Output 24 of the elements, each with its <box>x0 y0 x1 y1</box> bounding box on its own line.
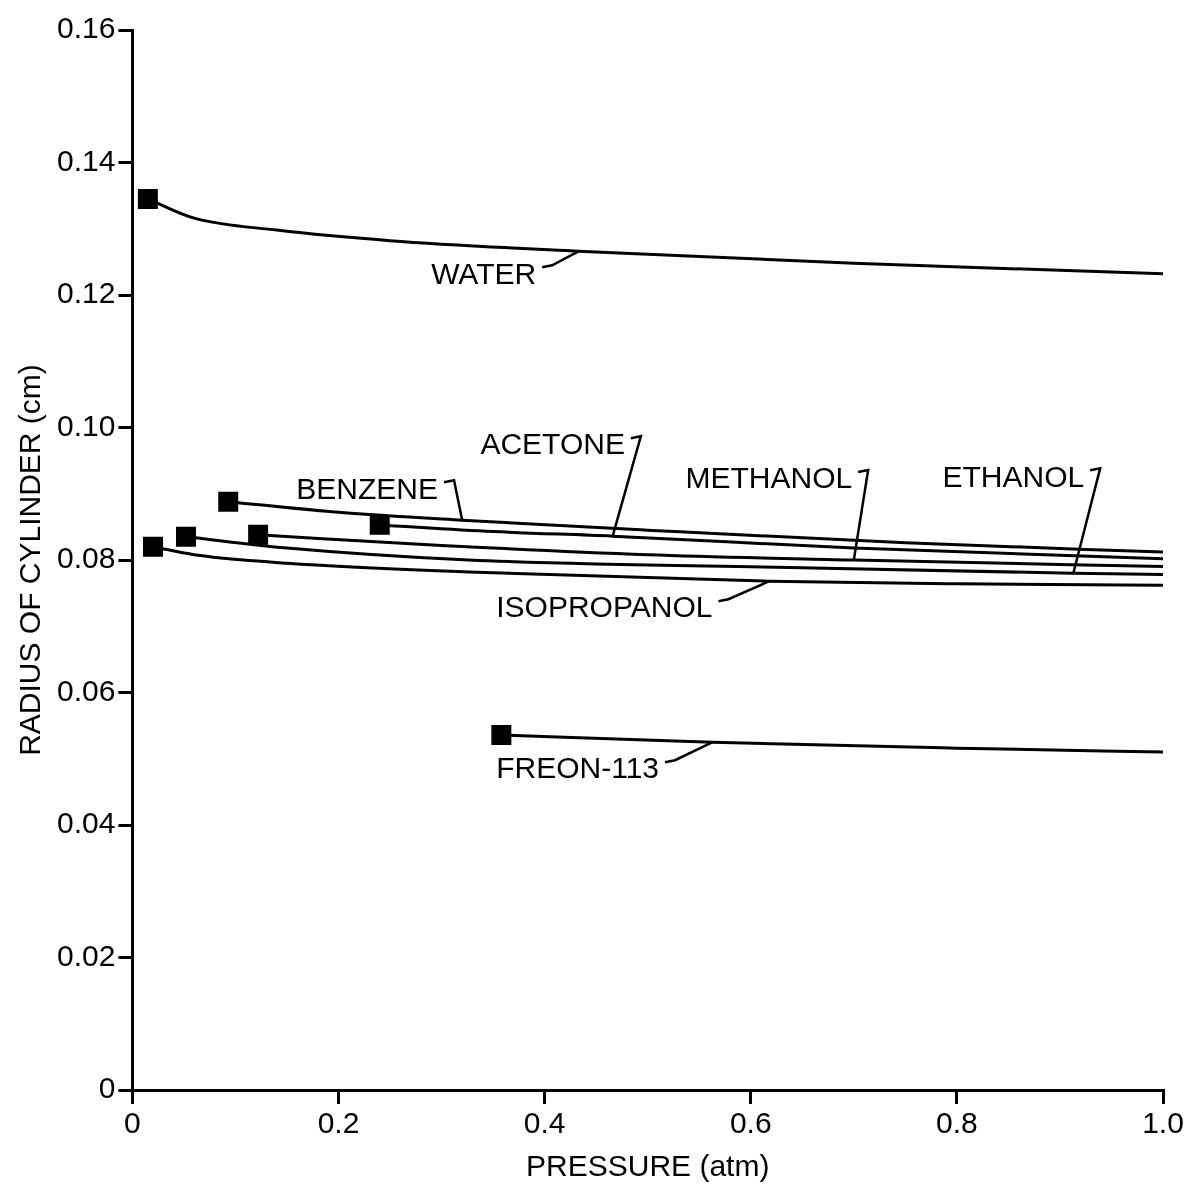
y-tick-label: 0.02 <box>57 938 116 972</box>
x-tick-label: 0.4 <box>523 1106 566 1140</box>
x-axis-title: PRESSURE (atm) <box>526 1149 770 1183</box>
y-tick-label: 0.14 <box>57 143 116 177</box>
annotation: ISOPROPANOL <box>496 590 713 624</box>
y-tick-label: 0.16 <box>57 11 116 45</box>
annotation: FREON-113 <box>496 751 660 785</box>
y-tick-label: 0 <box>98 1071 116 1105</box>
annotation: BENZENE <box>296 471 439 505</box>
x-tick-label: 0.2 <box>317 1106 360 1140</box>
y-tick-label: 0.06 <box>57 673 116 707</box>
y-tick-label: 0.08 <box>57 541 116 575</box>
y-tick-label: 0.04 <box>57 806 116 840</box>
annotation: ACETONE <box>480 427 625 461</box>
y-tick-label: 0.10 <box>57 408 116 442</box>
x-tick-label: 0 <box>124 1106 141 1140</box>
x-tick-label: 0.6 <box>729 1106 772 1140</box>
annotation: ETHANOL <box>942 459 1085 493</box>
annotation: WATER <box>431 256 537 290</box>
y-tick-label: 0.12 <box>57 276 116 310</box>
x-tick-label: 1.0 <box>1142 1106 1184 1140</box>
x-tick-label: 0.8 <box>936 1106 978 1140</box>
annotation: METHANOL <box>685 461 853 495</box>
y-axis-title: RADIUS OF CYLINDER (cm) <box>13 364 47 756</box>
